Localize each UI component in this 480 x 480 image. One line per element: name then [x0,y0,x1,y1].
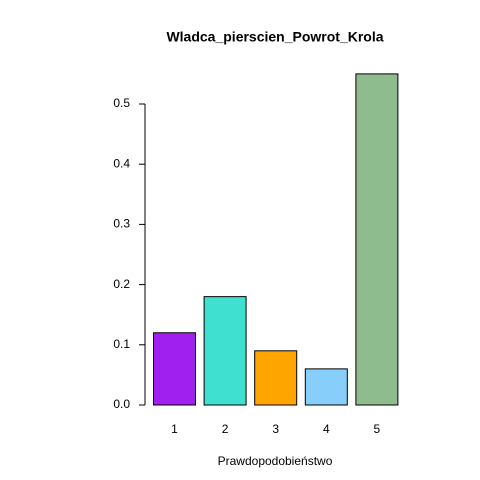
bar [304,368,348,406]
bar [254,350,298,406]
y-tick-label: 0.1 [113,337,130,351]
x-tick-label: 1 [171,422,178,436]
y-tick-label: 0.2 [113,277,130,291]
x-tick-label: 3 [272,422,279,436]
x-tick-label: 2 [222,422,229,436]
y-tick-label: 0.4 [113,156,130,170]
x-tick-label: 5 [374,422,381,436]
y-tick-label: 0.5 [113,96,130,110]
bar [153,332,196,406]
chart-title: Wladca_pierscien_Powrot_Krola [166,29,383,45]
x-tick-label: 4 [323,422,330,436]
x-axis-label: Prawdopodobieństwo [218,454,333,468]
bar [355,73,399,406]
y-tick-label: 0.0 [113,397,130,411]
y-tick-label: 0.3 [113,217,130,231]
bar [203,296,247,406]
